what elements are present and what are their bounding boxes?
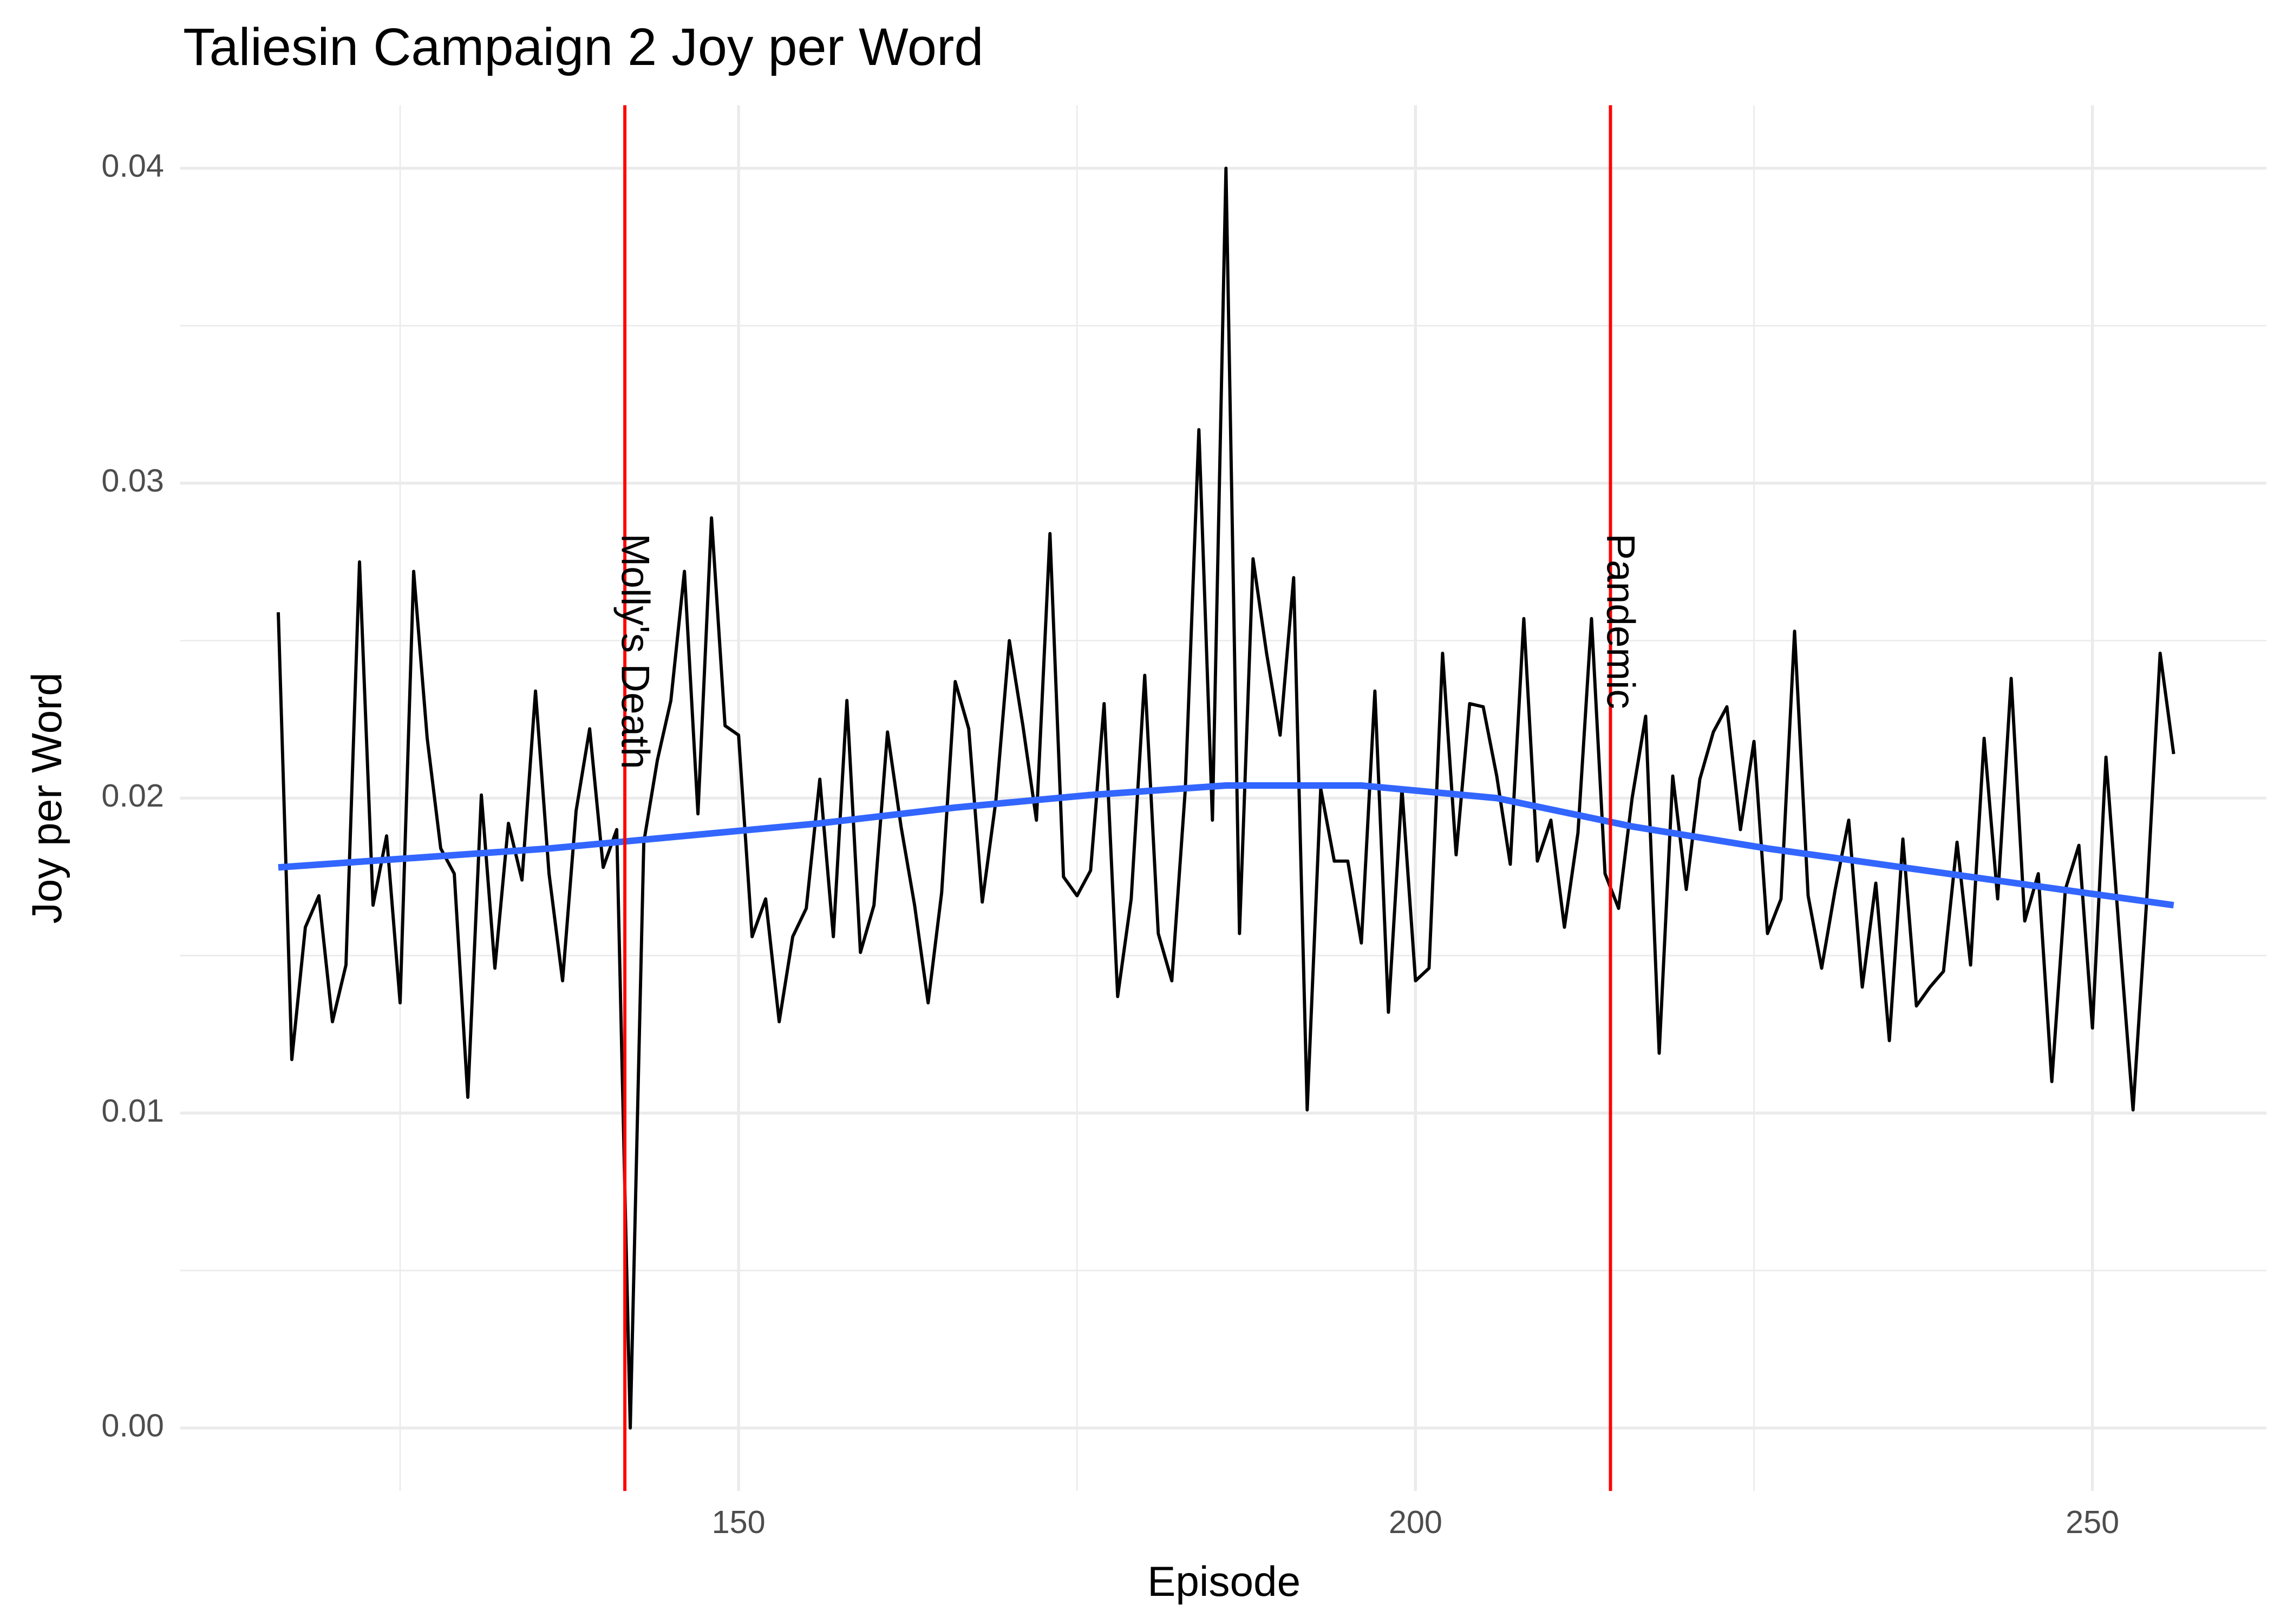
- reference-label: Molly's Death: [613, 534, 657, 769]
- x-tick-label: 200: [1389, 1504, 1442, 1540]
- y-tick-label: 0.02: [101, 777, 164, 814]
- y-tick-label: 0.03: [101, 462, 164, 499]
- x-axis-title: Episode: [1147, 1557, 1301, 1605]
- y-tick-label: 0.04: [101, 147, 164, 184]
- x-tick-label: 150: [712, 1504, 766, 1540]
- x-tick-label: 250: [2066, 1504, 2119, 1540]
- smooth-line: [278, 782, 2174, 909]
- y-tick-label: 0.00: [101, 1407, 164, 1444]
- data-line: [277, 166, 2175, 1430]
- y-tick-label: 0.01: [101, 1092, 164, 1129]
- chart-title: Taliesin Campaign 2 Joy per Word: [183, 17, 983, 76]
- y-axis-title: Joy per Word: [23, 672, 70, 924]
- reference-label: Pandemic: [1599, 534, 1643, 709]
